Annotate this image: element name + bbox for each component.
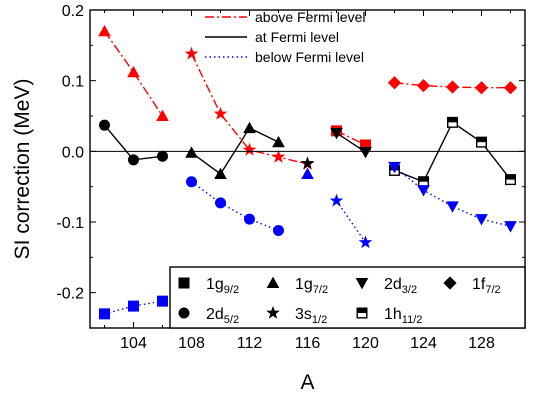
data-point-triangle-up [272, 135, 285, 148]
y-tick-label: 0.0 [62, 144, 84, 161]
x-tick-label: 116 [295, 335, 321, 352]
series-line [394, 121, 512, 183]
data-point-triangle-down [417, 185, 430, 197]
data-point-triangle-up [214, 167, 227, 180]
data-point-triangle-down [359, 146, 372, 159]
y-tick-label: -0.1 [56, 215, 84, 232]
series-line [394, 166, 511, 227]
data-point-triangle-down [475, 214, 488, 226]
data-point-circle [273, 224, 284, 236]
data-point-star [358, 235, 373, 249]
data-point-triangle-up [185, 146, 198, 158]
legend-symbol-label: 2d3/2 [384, 276, 417, 296]
data-point-half-square [418, 176, 430, 188]
data-point-triangle-up [156, 109, 169, 122]
data-point-star [184, 46, 199, 60]
series-below-fermi [99, 295, 168, 320]
x-tick-label: 112 [237, 335, 263, 352]
legend-label: above Fermi level [255, 9, 366, 25]
data-point-triangle-down [330, 127, 343, 140]
legend-marker-half-square [356, 307, 368, 319]
series-at-fermi [300, 156, 315, 170]
data-point-square [157, 295, 168, 307]
data-point-triangle-up [127, 65, 140, 78]
series-below-fermi [301, 167, 314, 180]
data-point-diamond [503, 81, 518, 95]
x-tick-label: 108 [178, 335, 205, 352]
data-point-triangle-down [446, 201, 459, 213]
data-point-circle [157, 150, 168, 162]
data-point-star [213, 106, 228, 120]
plot-area: 104 108 112 116 120 124 128 -0.2 -0.1 0.0 0.1 0.2 [56, 3, 526, 352]
series-below-fermi [388, 161, 517, 233]
data-point-diamond [445, 80, 460, 94]
data-point-circle [215, 197, 226, 209]
legend-marker-star [266, 305, 280, 319]
x-tick-label: 128 [468, 335, 495, 352]
data-point-diamond [416, 79, 431, 93]
x-axis-label: A [300, 371, 314, 394]
data-point-half-square [447, 116, 459, 128]
data-point-square [128, 300, 139, 312]
series-line [103, 30, 164, 117]
ticks-layer: 104 108 112 116 120 124 128 -0.2 -0.1 0.0 0.1 0.2 [56, 3, 525, 352]
legend-marker-triangle-down [355, 277, 369, 290]
data-point-triangle-down [504, 221, 517, 233]
legend-marker-triangle-up [266, 276, 280, 289]
data-point-square [99, 308, 110, 320]
data-point-triangle-up [98, 24, 111, 37]
x-tick-label: 120 [352, 335, 379, 352]
legend-marker-circle [178, 307, 190, 319]
data-point-diamond [387, 76, 402, 90]
data-point-circle [244, 213, 255, 225]
data-point-triangle-up [301, 167, 314, 180]
y-tick-label: -0.2 [56, 286, 84, 303]
y-tick-label: 0.1 [62, 74, 84, 91]
legend-marker-diamond [443, 276, 457, 290]
line-legend: above Fermi level at Fermi level below Fer… [205, 9, 366, 65]
symbol-legend-box [169, 266, 526, 329]
data-point-triangle-up [243, 121, 256, 134]
series-at-fermi [389, 116, 517, 188]
data-point-star [271, 149, 286, 163]
data-point-circle [128, 154, 139, 166]
data-point-half-square [476, 136, 488, 148]
series-below-fermi [186, 176, 284, 236]
data-point-circle [186, 176, 197, 188]
series-below-fermi [329, 193, 373, 249]
series-at-fermi [99, 119, 168, 166]
series-at-fermi [330, 127, 372, 159]
legend-label: at Fermi level [255, 29, 339, 45]
series-line [104, 300, 163, 315]
y-tick-label: 0.2 [62, 3, 84, 20]
legend-label: below Fermi level [255, 49, 364, 65]
data-point-triangle-down [388, 161, 401, 174]
data-point-star [329, 193, 344, 207]
series-layer [98, 24, 518, 320]
series-line [335, 200, 367, 243]
legend-marker-square [178, 277, 190, 289]
data-point-circle [99, 119, 110, 131]
y-axis-label: SI correction (MeV) [11, 79, 34, 260]
series-above-fermi [98, 24, 169, 122]
series-above-fermi [387, 76, 518, 95]
x-tick-label: 124 [410, 335, 437, 352]
data-point-diamond [474, 81, 489, 95]
series-line [191, 181, 279, 232]
data-point-star [242, 142, 257, 156]
data-point-star [300, 156, 315, 170]
series-at-fermi [185, 121, 285, 180]
data-point-half-square [505, 174, 517, 186]
x-tick-label: 104 [120, 335, 147, 352]
data-point-square [360, 139, 371, 151]
